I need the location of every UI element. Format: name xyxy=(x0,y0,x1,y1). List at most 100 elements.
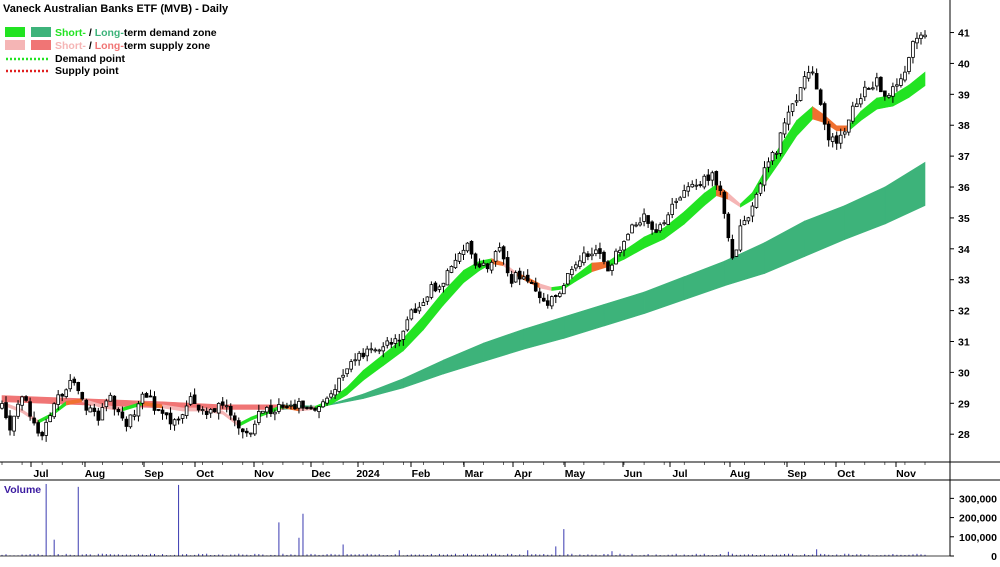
x-tick-label: Sep xyxy=(144,468,163,480)
candle-body xyxy=(64,389,69,398)
candle-body xyxy=(854,103,859,107)
legend-label-separator: / xyxy=(86,40,95,52)
candle-body xyxy=(349,361,353,370)
y-tick-label: 41 xyxy=(958,28,970,40)
candle-body xyxy=(441,282,446,287)
chart-title: Vaneck Australian Banks ETF (MVB) - Dail… xyxy=(3,3,229,15)
candle-body xyxy=(485,263,490,270)
candle-body xyxy=(100,407,105,421)
candle-body xyxy=(670,203,674,215)
candle-body xyxy=(722,191,727,214)
candle-body xyxy=(293,403,297,410)
legend-swatch-long xyxy=(31,27,51,37)
candle-body xyxy=(253,423,257,435)
candle-body xyxy=(549,296,554,307)
candle-body xyxy=(124,418,129,427)
candle-body xyxy=(357,352,361,361)
candle-body xyxy=(810,71,815,74)
x-tick-label: Oct xyxy=(837,468,855,480)
x-tick-label: Nov xyxy=(254,468,274,480)
candle-body xyxy=(782,122,787,135)
candle-body xyxy=(228,405,233,416)
candle-body xyxy=(321,401,325,408)
candle-body xyxy=(907,57,911,72)
candle-body xyxy=(642,213,646,222)
candle-body xyxy=(44,421,48,436)
legend-swatch-long xyxy=(31,40,51,50)
candle-body xyxy=(40,431,44,437)
candle-body xyxy=(786,111,791,125)
candle-body xyxy=(477,263,482,268)
y-tick-label: 40 xyxy=(958,58,970,70)
candle-body xyxy=(806,72,811,79)
candle-body xyxy=(838,134,843,144)
candle-body xyxy=(128,414,133,428)
candle-body xyxy=(429,284,434,298)
candle-body xyxy=(802,76,807,89)
candle-body xyxy=(188,396,193,405)
candle-body xyxy=(690,183,695,188)
candle-body xyxy=(36,422,40,434)
candle-body xyxy=(658,224,662,232)
candle-body xyxy=(834,135,839,144)
volume-title: Volume xyxy=(4,484,41,496)
candle-body xyxy=(277,404,281,412)
candle-body xyxy=(899,78,903,86)
candle-body xyxy=(762,167,767,186)
candle-body xyxy=(8,415,12,431)
candle-body xyxy=(545,300,550,306)
candle-body xyxy=(88,407,93,413)
candle-body xyxy=(618,249,622,253)
candle-body xyxy=(112,395,117,410)
candle-body xyxy=(867,88,871,90)
candle-body xyxy=(136,403,141,417)
candle-body xyxy=(4,402,8,419)
x-tick-label: Nov xyxy=(896,468,916,480)
short-term-zone-segment xyxy=(908,71,926,99)
candle-body xyxy=(702,175,707,188)
candle-body xyxy=(529,282,534,284)
candle-body xyxy=(517,270,522,280)
candle-body xyxy=(915,37,919,44)
candle-body xyxy=(192,394,197,405)
candle-body xyxy=(537,291,542,299)
legend-label: Short- / Long-term demand zone xyxy=(55,27,217,39)
candle-body xyxy=(164,412,169,416)
x-tick-label: Jul xyxy=(33,468,48,480)
candle-body xyxy=(204,410,209,415)
candle-body xyxy=(220,401,225,406)
candle-body xyxy=(453,259,458,269)
candle-body xyxy=(891,86,895,97)
y-tick-label: 38 xyxy=(958,120,970,132)
long-term-zone-segment xyxy=(884,161,926,225)
candle-body xyxy=(457,253,462,262)
candle-body xyxy=(790,103,795,112)
candle-body xyxy=(417,306,422,312)
candle-body xyxy=(469,240,474,255)
candle-body xyxy=(273,411,277,415)
candle-body xyxy=(875,77,879,87)
candle-body xyxy=(397,339,402,342)
candle-body xyxy=(180,414,185,419)
volume-tick-label: 100,000 xyxy=(959,532,997,544)
candle-body xyxy=(758,183,763,194)
candle-body xyxy=(509,274,514,284)
candle-body xyxy=(208,409,213,414)
candle-body xyxy=(445,270,450,286)
candle-body xyxy=(104,400,109,408)
legend-label-rest: term demand zone xyxy=(124,27,217,39)
candle-body xyxy=(216,402,221,414)
candle-body xyxy=(750,205,755,217)
candle-body xyxy=(614,250,618,265)
candle-body xyxy=(923,34,927,38)
candle-body xyxy=(433,282,438,292)
candle-body xyxy=(501,246,506,260)
x-tick-label: 2024 xyxy=(356,468,380,480)
y-tick-label: 32 xyxy=(958,306,970,318)
candle-body xyxy=(650,221,654,230)
candle-body xyxy=(826,123,831,141)
legend-label-separator: / xyxy=(86,27,95,39)
candle-body xyxy=(96,410,101,421)
candle-body xyxy=(56,394,60,405)
